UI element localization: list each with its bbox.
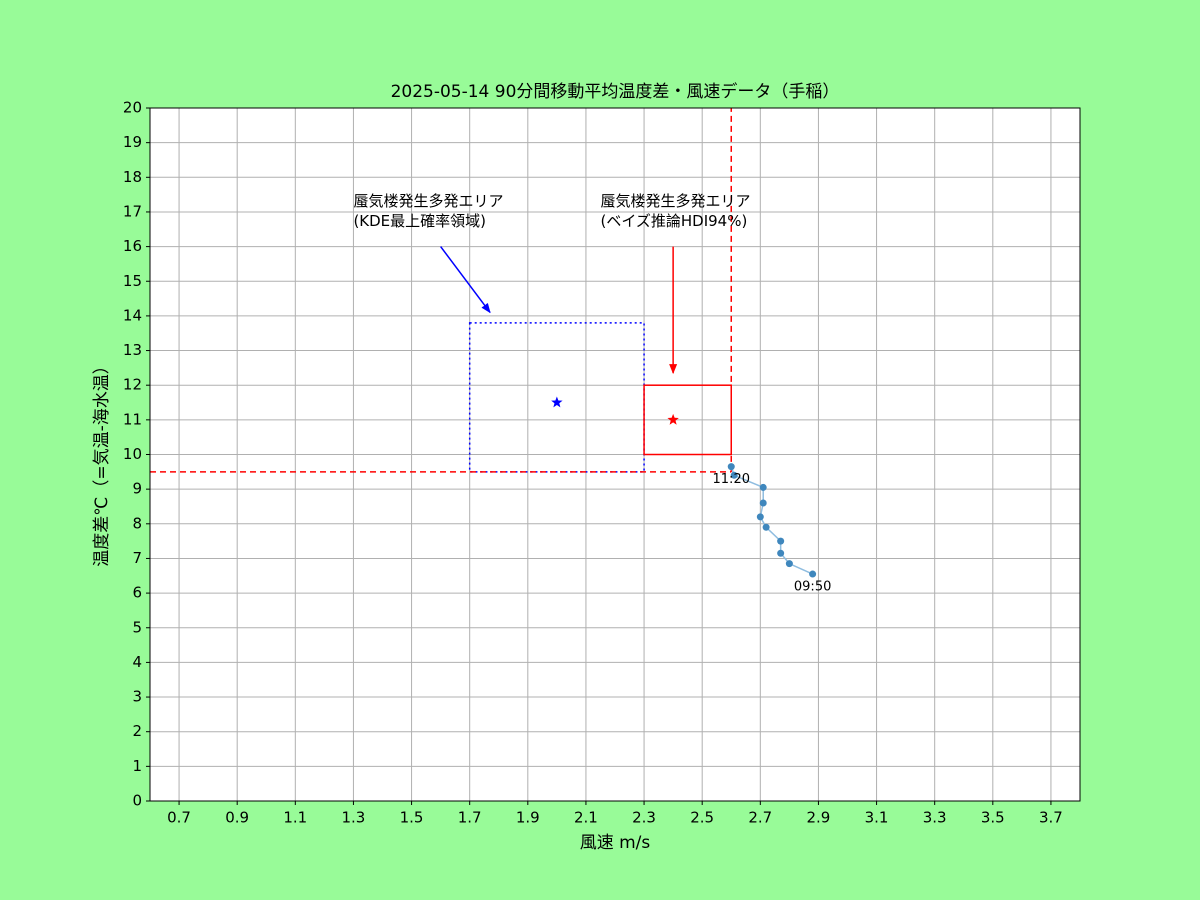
annotation-text: (ベイズ推論HDI94%) — [600, 212, 747, 230]
data-point — [809, 570, 817, 578]
y-tick-label: 4 — [132, 653, 142, 671]
x-tick-label: 2.1 — [574, 809, 598, 827]
y-tick-label: 0 — [132, 792, 142, 810]
series-line — [730, 466, 813, 575]
y-tick-label: 2 — [132, 722, 142, 740]
x-tick-label: 3.3 — [923, 809, 947, 827]
x-tick-label: 0.9 — [225, 809, 249, 827]
x-tick-label: 0.7 — [167, 809, 191, 827]
y-tick-label: 16 — [123, 237, 142, 255]
point-label: 11:20 — [713, 472, 750, 487]
x-tick-label: 3.5 — [981, 809, 1005, 827]
chart-title: 2025-05-14 90分間移動平均温度差・風速データ（手稲） — [391, 81, 840, 102]
x-tick-label: 3.1 — [865, 809, 889, 827]
x-tick-label: 1.9 — [516, 809, 540, 827]
y-tick-label: 3 — [132, 688, 142, 706]
y-tick-label: 17 — [123, 202, 142, 220]
y-tick-label: 20 — [123, 99, 142, 117]
point-label: 09:50 — [794, 580, 831, 595]
y-tick-label: 13 — [123, 341, 142, 359]
x-axis-label: 風速 m/s — [580, 833, 651, 853]
y-tick-label: 10 — [123, 445, 142, 463]
data-point — [756, 513, 764, 521]
x-tick-label: 2.9 — [807, 809, 831, 827]
data-point — [785, 560, 793, 568]
annotation-text: (KDE最上確率領域) — [353, 212, 486, 230]
data-point — [759, 499, 767, 507]
data-point — [730, 471, 738, 479]
y-tick-label: 5 — [132, 618, 142, 636]
y-tick-label: 18 — [123, 168, 142, 186]
y-tick-label: 15 — [123, 272, 142, 290]
y-tick-label: 11 — [123, 410, 142, 428]
data-point — [777, 537, 785, 545]
data-point — [759, 483, 767, 491]
y-tick-label: 7 — [132, 549, 142, 567]
annotation-arrow — [440, 246, 491, 314]
y-axis-label: 温度差℃（=気温-海水温） — [92, 357, 112, 566]
y-tick-label: 12 — [123, 376, 142, 394]
y-tick-label: 6 — [132, 584, 142, 602]
y-tick-label: 9 — [132, 480, 142, 498]
annotation-text: 蜃気楼発生多発エリア — [600, 192, 750, 210]
x-tick-label: 1.5 — [400, 809, 424, 827]
data-point — [762, 523, 770, 531]
data-point — [727, 463, 735, 471]
y-tick-label: 14 — [123, 306, 142, 324]
x-tick-label: 1.7 — [458, 809, 482, 827]
annotation-text: 蜃気楼発生多発エリア — [353, 192, 503, 210]
region-star — [667, 413, 679, 425]
region-box — [468, 322, 645, 473]
region-star — [551, 396, 563, 408]
x-tick-label: 2.3 — [632, 809, 656, 827]
x-tick-label: 1.3 — [342, 809, 366, 827]
x-tick-label: 2.5 — [690, 809, 714, 827]
data-point — [777, 549, 785, 557]
x-tick-label: 1.1 — [283, 809, 307, 827]
y-tick-label: 8 — [132, 514, 142, 532]
x-tick-label: 3.7 — [1039, 809, 1063, 827]
y-tick-label: 19 — [123, 133, 142, 151]
x-tick-label: 2.7 — [748, 809, 772, 827]
y-tick-label: 1 — [132, 757, 142, 775]
